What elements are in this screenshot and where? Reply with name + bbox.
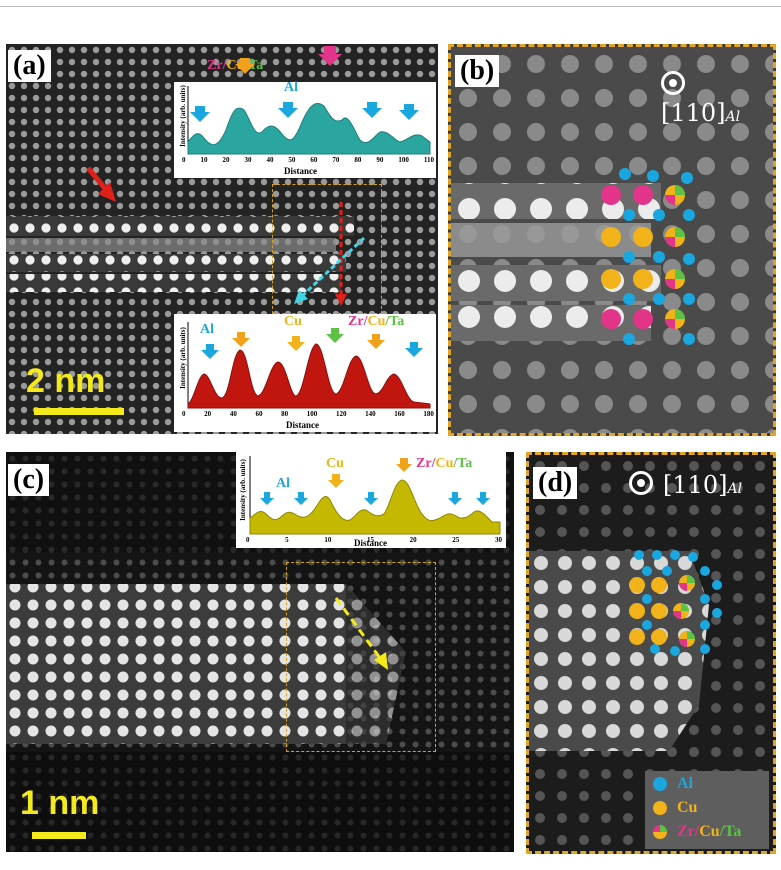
profile-arrow-cyan-icon <box>294 236 366 304</box>
panel-c-region-box <box>286 562 436 752</box>
profile-ticks-a-top: 0 10 20 30 40 50 60 70 80 90 100 110 <box>182 156 434 164</box>
atom-al-icon <box>653 777 667 791</box>
profile-arrow-red-icon <box>335 202 347 306</box>
atom-model-d <box>629 550 722 656</box>
profile-inset-c: Intensity (arb. units) Distance 0 5 10 15 20… <box>236 452 506 548</box>
profile-xlabel-c: Distance <box>354 538 387 548</box>
atom-zr-icon <box>601 185 653 329</box>
atom-cu-icon <box>601 227 653 289</box>
profile-arrow-yellow-icon <box>334 597 388 670</box>
annotation-al-a-top: Al <box>284 80 298 95</box>
annotation-cu-c: Cu <box>326 456 344 471</box>
profile-inset-a-top: Intensity (arb. units) Distance 0 10 20 30 4… <box>174 80 436 178</box>
scale-label-c: 1 nm <box>20 784 100 822</box>
panel-d-label: (d) <box>533 467 578 499</box>
atom-cu-icon <box>629 577 667 645</box>
profile-xlabel-a-top: Distance <box>284 166 317 176</box>
panel-c-image: (c) 1 nm Intensity (arb. units) Distance… <box>6 452 514 852</box>
zone-axis-d: [110]Al <box>629 469 742 499</box>
atom-cu-icon <box>653 801 667 815</box>
panel-d-image: (d) [110]Al Al Cu <box>526 452 776 854</box>
profile-ticks-a-bottom: 0 20 40 60 80 100 120 140 160 180 <box>182 410 434 418</box>
arrow-down-icon <box>260 458 490 505</box>
profile-ticks-c: 0 5 10 15 20 25 30 <box>246 536 502 544</box>
annotation-zrcuta-c: Zr/Cu/Ta <box>416 456 473 471</box>
legend-row-al: Al <box>653 775 693 793</box>
annotation-al-a-bottom: Al <box>200 322 214 337</box>
zone-axis-symbol-icon <box>661 71 685 95</box>
legend-row-cu: Cu <box>653 799 697 817</box>
profile-inset-a-bottom: Intensity (arb. units) Distance 0 20 40 60 8… <box>174 314 436 432</box>
legend-row-zrcuta: Zr / Cu / Ta <box>653 823 741 841</box>
zone-axis-b: [110]Al <box>661 69 773 127</box>
atom-model-b <box>601 168 695 345</box>
annotation-al-c: Al <box>276 476 290 491</box>
profile-curve-c <box>249 479 501 535</box>
atom-al-icon <box>634 550 722 656</box>
panel-b-label: (b) <box>455 55 500 87</box>
annotation-zrcuta-a-bottom: Zr/Cu/Ta <box>348 314 405 329</box>
arrow-down-icon <box>201 328 423 359</box>
top-divider <box>0 6 781 7</box>
red-arrow-icon <box>86 166 116 202</box>
atom-legend: Al Cu Zr / Cu / Ta <box>645 771 769 849</box>
atom-al-icon <box>619 168 695 345</box>
arrow-down-icon <box>190 46 419 122</box>
scale-bar-c <box>32 832 86 839</box>
panel-b-image: (b) [110]Al <box>448 44 776 436</box>
atom-zrcuta-icon <box>653 825 667 839</box>
panel-a-image: (a) 2 nm Intensity (arb. units) Distance… <box>6 44 438 434</box>
scale-bar-a <box>34 408 124 415</box>
zone-axis-symbol-icon <box>629 471 653 495</box>
profile-curve-a-top <box>187 102 431 155</box>
scale-label-a: 2 nm <box>26 362 106 400</box>
panel-c-label: (c) <box>8 464 50 496</box>
profile-xlabel-a-bottom: Distance <box>286 420 319 430</box>
annotation-cu-a-bottom: Cu <box>284 314 302 329</box>
atom-zrcuta-icon <box>673 575 695 647</box>
panel-a-region-box <box>272 184 382 314</box>
atom-zrcuta-icon <box>665 185 685 329</box>
panel-a-label: (a) <box>8 50 51 82</box>
profile-curve-a-bottom <box>187 343 431 409</box>
